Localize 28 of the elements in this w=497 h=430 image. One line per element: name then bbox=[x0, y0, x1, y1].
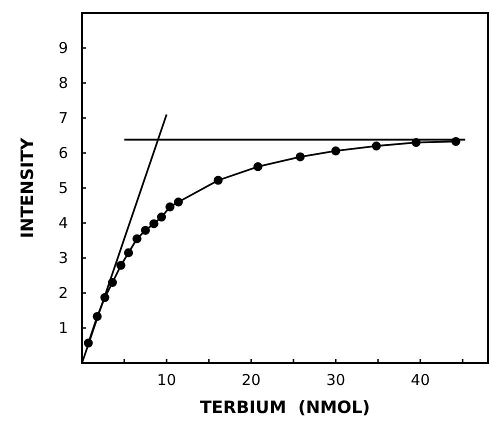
point bbox=[140, 226, 150, 235]
y-tick-label: 2 bbox=[58, 284, 68, 302]
point bbox=[116, 260, 126, 270]
y-tick-label: 1 bbox=[58, 319, 68, 337]
point bbox=[214, 176, 223, 185]
point bbox=[132, 234, 142, 244]
point bbox=[157, 212, 166, 222]
point bbox=[296, 152, 305, 162]
point bbox=[149, 219, 158, 228]
y-tick-label: 7 bbox=[58, 109, 68, 127]
y-axis-title: INTENSITY bbox=[18, 137, 38, 238]
x-tick-label: 30 bbox=[326, 371, 346, 389]
x-tick-label: 40 bbox=[410, 371, 430, 389]
y-tick-label: 3 bbox=[58, 249, 68, 267]
x-axis-title: TERBIUM (NMOL) bbox=[200, 398, 370, 418]
x-tick-label: 20 bbox=[242, 371, 261, 389]
y-tick-label: 5 bbox=[58, 179, 68, 197]
y-tick-label: 4 bbox=[58, 214, 68, 232]
y-tick-label: 8 bbox=[58, 74, 68, 92]
point bbox=[253, 162, 262, 172]
point bbox=[372, 142, 381, 150]
point bbox=[124, 248, 134, 258]
point bbox=[174, 198, 183, 206]
point bbox=[165, 202, 174, 212]
y-tick-label: 9 bbox=[58, 39, 68, 57]
x-tick-label: 10 bbox=[157, 371, 176, 389]
y-tick-label: 6 bbox=[58, 144, 68, 162]
point bbox=[331, 146, 340, 156]
